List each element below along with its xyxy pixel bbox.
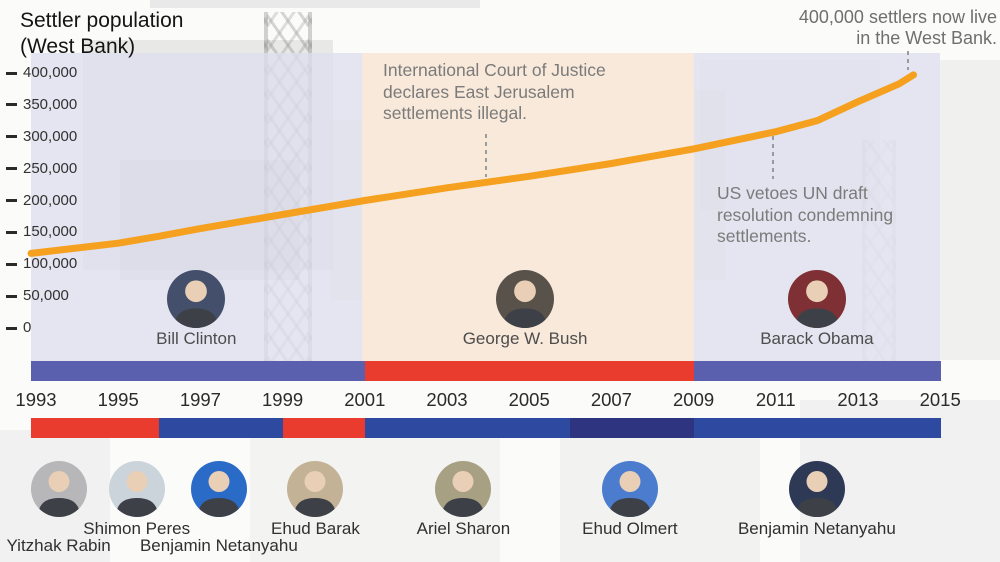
year-label-2011: 2011 <box>755 389 796 410</box>
background-photo <box>150 0 480 8</box>
year-label-2001: 2001 <box>344 389 386 410</box>
pm-term-segment-ehud-barak <box>282 418 365 438</box>
pm-photo-ehud-barak <box>287 461 344 517</box>
person-silhouette-icon <box>442 471 485 517</box>
chart-title: Settler population (West Bank) <box>20 8 183 60</box>
pm-photo-benjamin-netanyahu <box>190 461 247 517</box>
pm-photo-ehud-olmert <box>601 461 658 517</box>
pm-label-benjamin-netanyahu: Benjamin Netanyahu <box>737 519 896 538</box>
y-tick-label: 50,000 <box>23 287 69 305</box>
y-tick-dash <box>6 294 17 298</box>
pm-photo-ariel-sharon <box>435 461 492 517</box>
y-tick-label: 150,000 <box>23 223 78 241</box>
y-tick-dash <box>6 230 17 234</box>
president-term-segment-george-w-bush <box>364 361 694 381</box>
y-tick-dash <box>6 103 17 107</box>
chart-title-line2: (West Bank) <box>20 35 136 58</box>
y-tick-label: 0 <box>23 319 32 336</box>
y-tick-label: 100,000 <box>23 255 78 273</box>
background-photo <box>940 60 1000 360</box>
person-silhouette-icon <box>503 280 547 328</box>
y-tick-label: 350,000 <box>23 95 78 113</box>
annotation-icj: International Court of Justice declares … <box>383 60 606 123</box>
annotation-settlers-now: 400,000 settlers now live in the West Ba… <box>798 7 997 48</box>
annotation-us-veto: US vetoes UN draft resolution condemning… <box>717 183 894 246</box>
y-tick-dash <box>6 167 17 171</box>
person-silhouette-icon <box>197 471 240 517</box>
pm-label-benjamin-netanyahu: Benjamin Netanyahu <box>139 536 298 555</box>
pm-photo-benjamin-netanyahu <box>788 461 845 517</box>
year-label-1999: 1999 <box>262 389 304 410</box>
year-label-2007: 2007 <box>590 389 632 410</box>
year-label-2013: 2013 <box>837 389 879 410</box>
president-photo-barack-obama <box>787 270 846 328</box>
y-tick-dash <box>6 135 17 139</box>
pm-label-ehud-olmert: Ehud Olmert <box>582 519 678 538</box>
y-tick-label: 200,000 <box>23 191 78 209</box>
person-silhouette-icon <box>37 471 80 517</box>
y-tick-dash <box>6 262 17 266</box>
settler-population-line <box>27 71 917 257</box>
pm-label-yitzhak-rabin: Yitzhak Rabin <box>6 536 111 555</box>
pm-photo-yitzhak-rabin <box>30 461 87 517</box>
person-silhouette-icon <box>174 280 219 328</box>
person-silhouette-icon <box>795 471 838 517</box>
person-silhouette-icon <box>294 471 337 517</box>
background-photo <box>560 430 760 562</box>
year-label-2015: 2015 <box>919 389 961 410</box>
pm-term-segment-ariel-sharon <box>364 418 571 438</box>
president-term-segment-bill-clinton <box>31 361 365 381</box>
pm-term-segment-benjamin-netanyahu <box>159 418 283 438</box>
president-label-barack-obama: Barack Obama <box>760 329 874 348</box>
pm-label-ariel-sharon: Ariel Sharon <box>416 519 511 538</box>
president-term-segment-barack-obama <box>693 361 941 381</box>
person-silhouette-icon <box>795 280 839 328</box>
president-photo-george-w-bush <box>496 270 555 328</box>
y-tick-label: 300,000 <box>23 127 78 145</box>
israeli-pm-timeline-bar <box>31 418 941 438</box>
year-label-1997: 1997 <box>179 389 221 410</box>
pm-term-segment-ehud-olmert <box>570 418 694 438</box>
president-label-george-w-bush: George W. Bush <box>462 329 588 348</box>
chart-title-line1: Settler population <box>20 9 184 32</box>
person-silhouette-icon <box>608 471 651 517</box>
year-label-2003: 2003 <box>426 389 468 410</box>
president-label-bill-clinton: Bill Clinton <box>156 329 237 348</box>
us-presidents-timeline-bar <box>31 361 941 381</box>
person-silhouette-icon <box>115 471 158 517</box>
year-label-1993: 1993 <box>15 389 57 410</box>
year-label-1995: 1995 <box>97 389 139 410</box>
y-tick-dash <box>6 326 17 330</box>
pm-photo-shimon-peres <box>108 461 165 517</box>
y-tick-label: 250,000 <box>23 159 78 177</box>
pm-term-segment-yitzhak-rabin-shimon-peres <box>31 418 160 438</box>
y-tick-label: 400,000 <box>23 64 78 81</box>
year-label-2005: 2005 <box>508 389 550 410</box>
year-label-2009: 2009 <box>673 389 715 410</box>
pm-term-segment-benjamin-netanyahu <box>693 418 941 438</box>
y-tick-dash <box>6 71 17 75</box>
pm-label-ehud-barak: Ehud Barak <box>271 519 360 538</box>
y-tick-dash <box>6 199 17 202</box>
president-photo-bill-clinton <box>167 270 226 328</box>
pm-label-shimon-peres: Shimon Peres <box>83 519 191 538</box>
